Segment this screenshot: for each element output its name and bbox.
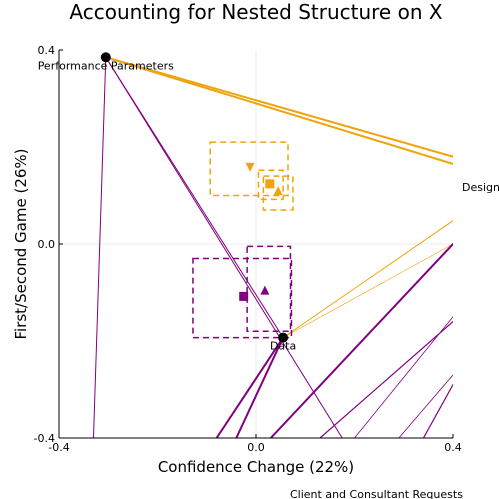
connection-lines xyxy=(92,56,453,438)
purple-connection-line xyxy=(105,56,343,438)
purple-triangle-up-marker xyxy=(260,285,270,295)
purple-connection-line xyxy=(105,56,284,339)
orange-interval-box xyxy=(257,169,284,201)
anchor-point xyxy=(100,52,111,63)
offscreen-label-design: Design xyxy=(462,181,499,194)
orange-connection-line xyxy=(282,243,453,338)
plot-area xyxy=(92,56,453,438)
y-tick-label: 0.0 xyxy=(38,238,56,251)
purple-connection-line xyxy=(235,336,285,438)
purple-interval-box xyxy=(246,245,292,333)
purple-connection-line xyxy=(269,243,453,438)
purple-connection-line xyxy=(215,336,285,438)
orange-interval-box xyxy=(209,141,289,197)
orange-connection-line xyxy=(282,220,453,339)
chart-title: Accounting for Nested Structure on X xyxy=(69,0,442,24)
purple-connection-line xyxy=(319,321,453,438)
purple-connection-line xyxy=(422,384,453,438)
orange-connection-line xyxy=(104,56,453,158)
anchor-point xyxy=(278,332,289,343)
y-axis-label: First/Second Game (26%) xyxy=(12,148,30,339)
orange-interval-box xyxy=(262,175,294,211)
ticks: -0.4 0.0 0.4 0.4 0.0 -0.4 xyxy=(34,44,462,454)
purple-square-marker xyxy=(239,291,249,301)
y-tick-label: -0.4 xyxy=(34,432,55,445)
orange-triangle-down-marker xyxy=(245,162,255,172)
x-tick-label: 0.4 xyxy=(444,441,462,454)
grid xyxy=(59,50,453,438)
anchor-label: Performance Parameters xyxy=(38,59,174,72)
anchor-label: Data xyxy=(270,340,296,353)
x-axis-label: Confidence Change (22%) xyxy=(158,458,354,476)
x-tick-label: -0.4 xyxy=(48,441,69,454)
data-markers xyxy=(239,162,283,301)
orange-square-marker xyxy=(265,179,275,189)
x-tick-label: 0.0 xyxy=(247,441,265,454)
purple-connection-line xyxy=(92,56,107,438)
anchor-points: Performance Parameters Data xyxy=(38,52,296,353)
purple-connection-line xyxy=(398,374,453,438)
orange-triangle-up-marker xyxy=(273,186,283,196)
y-tick-label: 0.4 xyxy=(38,44,56,57)
offscreen-label-client-requests: Client and Consultant Requests xyxy=(290,488,463,499)
purple-connection-line xyxy=(354,316,453,438)
orange-connection-line xyxy=(104,56,453,165)
purple-interval-box xyxy=(192,257,293,339)
interval-boxes xyxy=(192,141,294,339)
